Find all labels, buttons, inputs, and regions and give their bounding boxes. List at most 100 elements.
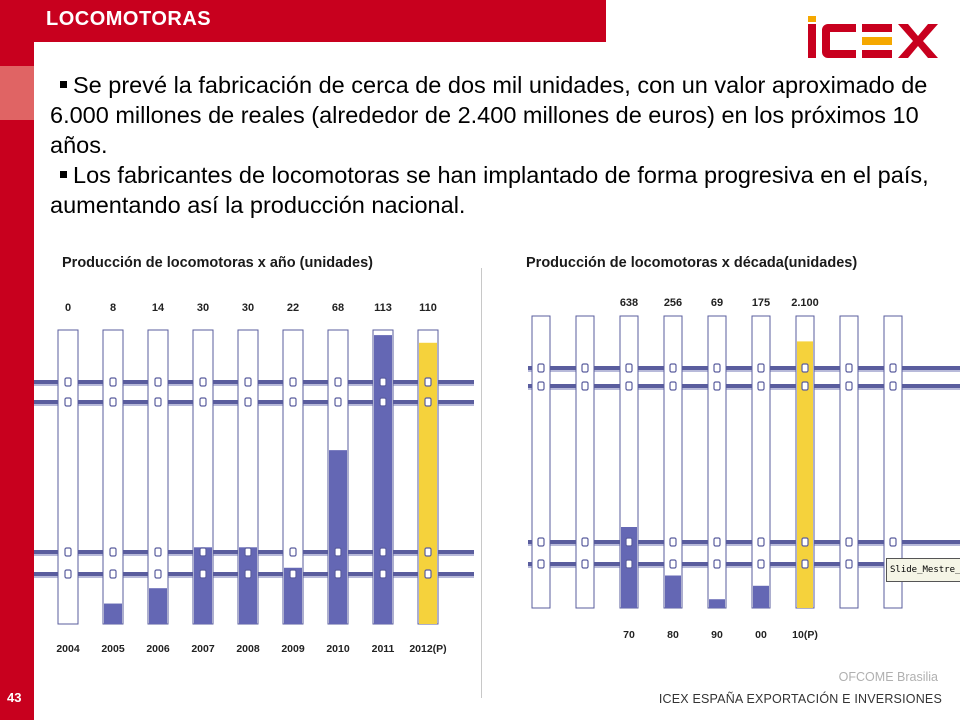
- rail-bolt: [889, 537, 897, 547]
- rail-bolt: [379, 397, 387, 407]
- rail-bolt: [757, 537, 765, 547]
- rail-bolt: [154, 377, 162, 387]
- decade-production-chart: 638 70 256 80 69 90 175 00 2.100 10(P): [528, 297, 960, 641]
- value-label: 256: [664, 297, 682, 309]
- rail-bolt: [713, 559, 721, 569]
- bullet-square-icon: [60, 81, 67, 89]
- rail-bolt: [581, 559, 589, 569]
- value-label: 22: [287, 302, 299, 314]
- category-label: 2007: [191, 643, 215, 655]
- category-label: 90: [711, 629, 723, 641]
- value-label: 2.100: [791, 297, 819, 309]
- rail-bolt: [154, 397, 162, 407]
- value-label: 113: [374, 302, 392, 314]
- rail-bolt: [669, 381, 677, 391]
- rail-bolt: [379, 377, 387, 387]
- rail-bolt: [801, 559, 809, 569]
- value-label: 175: [752, 297, 770, 309]
- rail-bolt: [424, 569, 432, 579]
- chart-title-yearly: Producción de locomotoras x año (unidade…: [62, 255, 373, 271]
- chart-title-decade: Producción de locomotoras x década(unida…: [526, 255, 858, 271]
- rail-bolt: [669, 559, 677, 569]
- value-label: 110: [419, 302, 437, 314]
- rail-bolt: [713, 363, 721, 373]
- rail-bolt: [289, 377, 297, 387]
- sleeper: [57, 329, 79, 625]
- rail-bolt: [845, 363, 853, 373]
- rail-bolt: [845, 381, 853, 391]
- rail-bolt: [244, 377, 252, 387]
- rail-bolt: [334, 397, 342, 407]
- section-title: LOCOMOTORAS: [46, 8, 212, 30]
- rail-bolt: [537, 381, 545, 391]
- rail-bolt: [581, 537, 589, 547]
- category-label: 2005: [101, 643, 125, 655]
- rail-bolt: [109, 547, 117, 557]
- value-label: 8: [110, 302, 116, 314]
- rail-bolt: [424, 397, 432, 407]
- title-bar: [34, 0, 606, 42]
- rail-bolt: [334, 547, 342, 557]
- rail-bolt: [713, 381, 721, 391]
- bullet-list: Se prevé la fabricación de cerca de dos …: [50, 70, 930, 220]
- bar-2005: [104, 603, 122, 624]
- category-label: 10(P): [792, 629, 818, 641]
- rail-bolt: [244, 547, 252, 557]
- left-accent-bar: [0, 0, 34, 720]
- yearly-production-chart: 0 2004 8 2005 14 2006 30 2007 30 2008 22 2009 68 2010…: [34, 302, 474, 655]
- rail-bolt: [757, 559, 765, 569]
- category-label: 2009: [281, 643, 305, 655]
- category-label: 70: [623, 629, 635, 641]
- rail-bolt: [581, 381, 589, 391]
- rail-bolt: [757, 363, 765, 373]
- rail-bolt: [199, 569, 207, 579]
- bullet-text: Se prevé la fabricación de cerca de dos …: [50, 72, 928, 158]
- rail-bolt: [154, 547, 162, 557]
- rail-bolt: [801, 537, 809, 547]
- rail-bolt: [379, 569, 387, 579]
- rail-bolt: [64, 547, 72, 557]
- bullet-square-icon: [60, 171, 67, 179]
- icex-logo: [808, 16, 938, 58]
- bar-10(P): [797, 341, 813, 608]
- bullet-item: Se prevé la fabricación de cerca de dos …: [50, 70, 930, 160]
- rail-bolt: [581, 363, 589, 373]
- bar-2009: [284, 567, 302, 624]
- rail-bolt: [289, 569, 297, 579]
- rail-bolt: [625, 559, 633, 569]
- rail-line: [528, 384, 960, 388]
- rail-bolt: [801, 381, 809, 391]
- rail-bolt: [289, 547, 297, 557]
- rail-bolt: [334, 569, 342, 579]
- category-label: 2008: [236, 643, 260, 655]
- value-label: 14: [152, 302, 165, 314]
- bar-2011: [374, 335, 392, 624]
- footer-organization: ICEX ESPAÑA EXPORTACIÓN E INVERSIONES: [658, 692, 942, 706]
- rail-bolt: [334, 377, 342, 387]
- category-label: 2004: [56, 643, 80, 655]
- bar-80: [665, 575, 681, 608]
- rail-bolt: [109, 397, 117, 407]
- rail-bolt: [199, 397, 207, 407]
- rail-bolt: [713, 537, 721, 547]
- rail-bolt: [537, 537, 545, 547]
- rail-bolt: [109, 377, 117, 387]
- rail-bolt: [889, 363, 897, 373]
- left-accent-highlight: [0, 66, 34, 120]
- value-label: 30: [242, 302, 254, 314]
- rail-bolt: [801, 363, 809, 373]
- value-label: 638: [620, 297, 638, 309]
- sleeper: [575, 315, 595, 609]
- category-label: 80: [667, 629, 679, 641]
- rail-shadow: [528, 544, 960, 546]
- bar-2007: [194, 547, 212, 624]
- bar-00: [753, 585, 769, 608]
- rail-bolt: [64, 569, 72, 579]
- rail-bolt: [289, 397, 297, 407]
- rail-bolt: [424, 547, 432, 557]
- rail-bolt: [199, 547, 207, 557]
- bar-90: [709, 599, 725, 608]
- value-label: 69: [711, 297, 723, 309]
- rail-line: [528, 562, 960, 566]
- category-label: 2012(P): [409, 643, 446, 655]
